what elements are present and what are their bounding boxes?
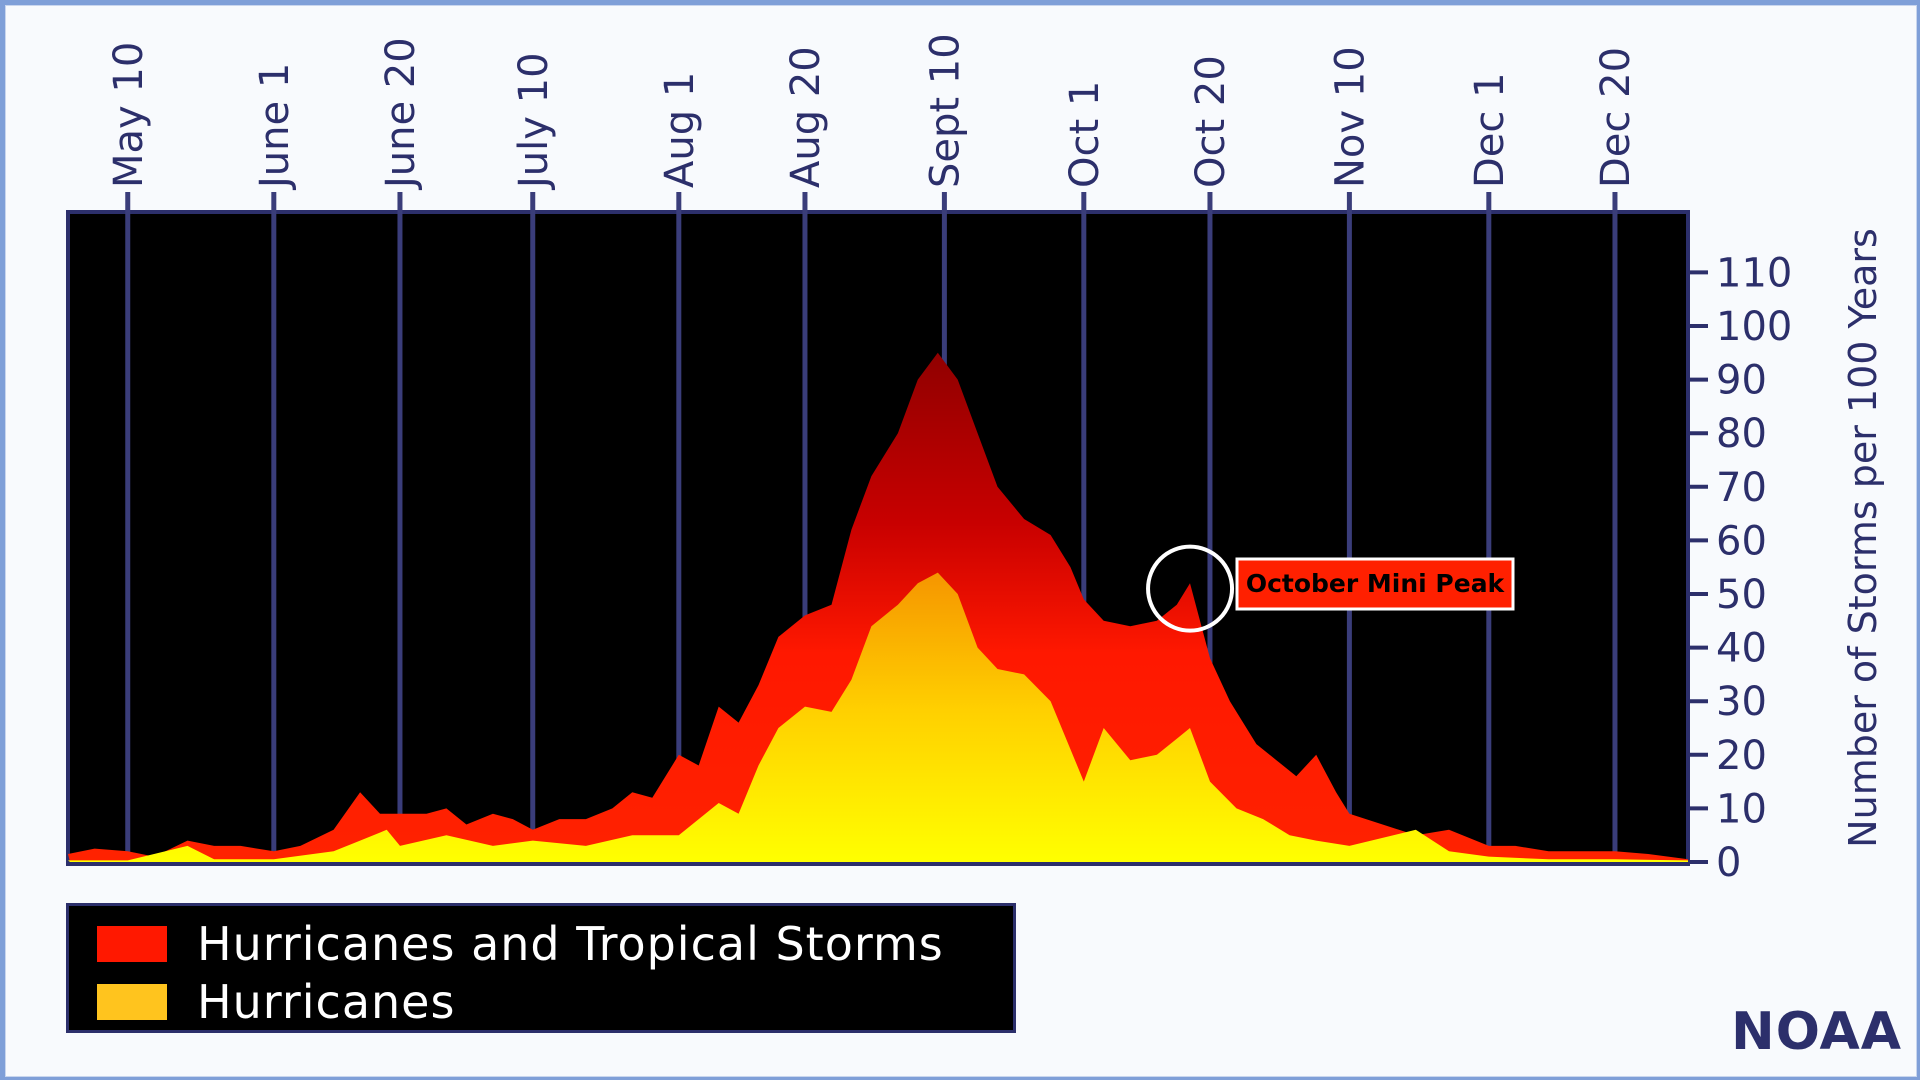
series-area-hurricanes	[68, 572, 1688, 862]
y-tick-label: 80	[1716, 411, 1767, 457]
y-tick-label: 0	[1716, 840, 1741, 886]
legend: Hurricanes and Tropical Storms Hurricane…	[66, 903, 1016, 1033]
legend-swatch-red	[97, 926, 167, 962]
x-tick-label: June 1	[252, 63, 298, 191]
y-tick-label: 90	[1716, 358, 1767, 404]
legend-item-hurricanes: Hurricanes	[97, 972, 455, 1032]
y-tick-label: 110	[1716, 250, 1792, 296]
series-areas	[68, 352, 1688, 862]
x-tick-label: Oct 20	[1188, 55, 1234, 188]
legend-label: Hurricanes	[197, 975, 456, 1029]
noaa-logo-text: NOAA	[1731, 1002, 1902, 1062]
y-tick-label: 70	[1716, 465, 1767, 511]
x-tick-label: Dec 1	[1467, 72, 1513, 188]
y-axis: 0 10 20 30 40 50 60 70 80 90 100 110	[1688, 250, 1792, 886]
series-area-storms	[68, 352, 1688, 862]
x-tick-label: Nov 10	[1327, 46, 1373, 188]
legend-item-storms: Hurricanes and Tropical Storms	[97, 914, 944, 974]
y-tick-label: 30	[1716, 679, 1767, 725]
x-tick-label: Dec 20	[1593, 47, 1639, 188]
y-tick-label: 20	[1716, 733, 1767, 779]
legend-swatch-yellow	[97, 984, 167, 1020]
annotation-box	[1235, 557, 1515, 611]
legend-label: Hurricanes and Tropical Storms	[197, 917, 944, 971]
y-tick-label: 100	[1716, 304, 1792, 350]
x-axis: May 10 June 1 June 20 July 10 Aug 1 Aug 20 Sep…	[106, 33, 1639, 191]
y-tick-label: 10	[1716, 786, 1767, 832]
y-axis-label: Number of Storms per 100 Years	[1841, 228, 1885, 848]
x-tick-label: Sept 10	[922, 33, 968, 188]
annotation-layer: October Mini Peak	[1146, 544, 1515, 633]
x-tick-label: June 20	[378, 37, 424, 191]
x-tick-label: Aug 1	[657, 72, 703, 188]
x-tick-label: Aug 20	[783, 46, 829, 188]
y-tick-label: 40	[1716, 626, 1767, 672]
annotation-circle	[1146, 544, 1235, 633]
x-tick-label: May 10	[106, 42, 152, 188]
annotation-label: October Mini Peak	[1246, 569, 1506, 598]
y-tick-label: 50	[1716, 572, 1767, 618]
y-tick-label: 60	[1716, 518, 1767, 564]
x-tick-label: July 10	[511, 52, 557, 191]
x-tick-label: Oct 1	[1062, 81, 1108, 188]
